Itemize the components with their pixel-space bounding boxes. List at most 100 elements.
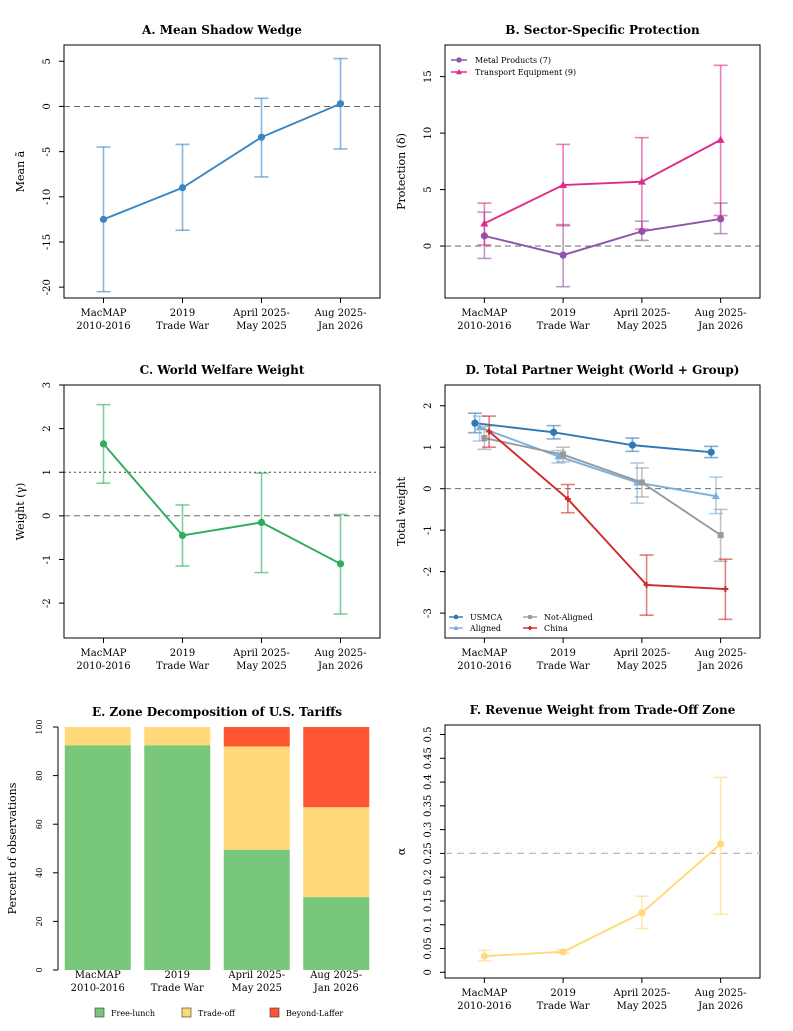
data-point bbox=[456, 57, 462, 63]
data-point bbox=[481, 435, 488, 442]
y-axis-label: Weight (γ) bbox=[14, 483, 27, 541]
x-tick-label: MacMAP 2010-2016 bbox=[457, 988, 511, 1012]
y-tick-label: -2 bbox=[423, 567, 434, 577]
series-line bbox=[484, 217, 721, 257]
x-tick-label-line: 2019 bbox=[550, 308, 575, 319]
y-tick-label: -3 bbox=[423, 608, 434, 618]
bar-segment bbox=[303, 727, 370, 808]
data-point bbox=[99, 215, 108, 223]
x-tick-label-line: Trade War bbox=[537, 1001, 590, 1012]
series-usmca bbox=[467, 412, 719, 459]
x-tick-label: Aug 2025- Jan 2026 bbox=[694, 648, 747, 672]
legend-label: Trade-off bbox=[198, 1009, 236, 1018]
bar-segment bbox=[64, 745, 131, 970]
x-tick-label-line: May 2025 bbox=[617, 321, 667, 332]
x-tick-label-line: April 2025- bbox=[612, 988, 670, 999]
y-tick-label: 5 bbox=[423, 186, 434, 192]
bar-segment bbox=[303, 897, 370, 970]
panel-title: A. Mean Shadow Wedge bbox=[141, 23, 302, 37]
y-tick-label: -15 bbox=[42, 234, 53, 250]
y-axis: 0 0.05 0.1 0.15 0.2 0.25 0.3 0.35 0.4 0.45 0.5 bbox=[423, 727, 446, 975]
data-point bbox=[559, 251, 567, 259]
data-point bbox=[717, 532, 724, 539]
data-point bbox=[717, 840, 725, 848]
series-line bbox=[103, 102, 341, 221]
legend: USMCA Aligned Not-Aligned China bbox=[449, 613, 593, 633]
bar-segment bbox=[223, 746, 290, 850]
x-tick-label-line: April 2025- bbox=[232, 308, 290, 319]
series-line bbox=[483, 139, 722, 225]
x-axis: MacMAP 2010-2016 2019 Trade War April 2025- M… bbox=[76, 298, 367, 332]
legend-swatch bbox=[94, 1007, 105, 1018]
x-tick-label: MacMAP 2010-2016 bbox=[457, 308, 511, 332]
x-tick-label: April 2025- May 2025 bbox=[612, 648, 670, 672]
legend: Free-lunch Trade-off Beyond-Laffer bbox=[94, 1007, 343, 1018]
y-tick-label: 0.25 bbox=[423, 842, 434, 864]
x-tick-label: Aug 2025- Jan 2026 bbox=[694, 988, 747, 1012]
x-tick-label-line: 2010-2016 bbox=[71, 983, 125, 994]
y-axis-label: α bbox=[395, 847, 408, 855]
x-tick-label-line: Jan 2026 bbox=[697, 1001, 743, 1012]
series-aligned bbox=[472, 415, 723, 515]
x-tick-label-line: 2019 bbox=[170, 308, 195, 319]
y-tick-label: 100 bbox=[35, 719, 44, 734]
bar-segment bbox=[64, 727, 131, 746]
data-point bbox=[456, 69, 462, 75]
bar-segment bbox=[144, 727, 211, 746]
x-axis: MacMAP 2010-2016 2019 Trade War April 2025- M… bbox=[457, 298, 747, 332]
x-tick-label-line: MacMAP bbox=[461, 308, 507, 319]
x-tick-label-line: April 2025- bbox=[612, 648, 670, 659]
data-point bbox=[480, 219, 489, 227]
legend-swatch bbox=[269, 1007, 280, 1018]
series-mean-shadow-wedge bbox=[96, 57, 348, 293]
legend-label: Free-lunch bbox=[111, 1009, 155, 1018]
data-point bbox=[528, 615, 532, 619]
x-tick-label-line: May 2025 bbox=[617, 1001, 667, 1012]
legend-label: Not-Aligned bbox=[544, 613, 593, 622]
data-point bbox=[637, 177, 646, 185]
data-point bbox=[717, 215, 725, 223]
x-tick-label-line: Aug 2025- bbox=[313, 648, 366, 659]
bar-segment bbox=[223, 849, 290, 970]
y-axis-label: Mean ã bbox=[14, 150, 27, 192]
bar-segment bbox=[223, 727, 290, 747]
legend-label: Metal Products (7) bbox=[475, 56, 551, 65]
y-tick-label: 20 bbox=[35, 916, 44, 926]
x-axis: MacMAP 2010-2016 2019 Trade War April 2025- M… bbox=[76, 638, 367, 672]
x-tick-label-line: Aug 2025- bbox=[313, 308, 366, 319]
data-point bbox=[559, 181, 568, 189]
y-tick-label: 10 bbox=[423, 127, 434, 140]
x-tick-label-line: Jan 2026 bbox=[697, 661, 743, 672]
x-tick-label-line: Aug 2025- bbox=[694, 308, 747, 319]
y-tick-label: 5 bbox=[42, 58, 53, 64]
x-tick-label-line: 2019 bbox=[165, 970, 190, 981]
y-axis: 0 5 10 15 bbox=[423, 70, 446, 249]
x-tick-label: Aug 2025- Jan 2026 bbox=[694, 308, 747, 332]
x-tick-label: Aug 2025- Jan 2026 bbox=[313, 308, 366, 332]
x-tick-label-line: MacMAP bbox=[461, 648, 507, 659]
y-tick-label: -1 bbox=[42, 555, 53, 565]
x-tick-label-line: 2019 bbox=[550, 988, 575, 999]
x-tick-label-line: May 2025 bbox=[236, 321, 286, 332]
y-tick-label: -1 bbox=[423, 525, 434, 535]
x-tick-label: 2019 Trade War bbox=[156, 648, 209, 672]
data-point bbox=[716, 135, 725, 143]
data-point bbox=[711, 492, 720, 500]
y-tick-label: 80 bbox=[35, 771, 44, 781]
y-tick-label: 40 bbox=[35, 868, 44, 878]
x-tick-label-line: Aug 2025- bbox=[694, 648, 747, 659]
y-tick-label: 0 bbox=[42, 103, 53, 109]
y-tick-label: 0 bbox=[35, 967, 44, 972]
x-tick-label-line: MacMAP bbox=[81, 308, 127, 319]
y-tick-label: 60 bbox=[35, 819, 44, 829]
data-point bbox=[336, 100, 345, 108]
x-tick-label: 2019 Trade War bbox=[151, 970, 204, 994]
x-tick-label-line: Jan 2026 bbox=[317, 321, 363, 332]
y-tick-label: 1 bbox=[42, 469, 53, 475]
x-tick-label: MacMAP 2010-2016 bbox=[76, 308, 130, 332]
y-tick-label: 3 bbox=[42, 382, 53, 388]
legend-label: China bbox=[544, 624, 568, 633]
legend: Metal Products (7) Transport Equipment (9… bbox=[451, 56, 576, 77]
bar-segment bbox=[144, 745, 211, 970]
y-tick-label: 0.15 bbox=[423, 890, 434, 912]
